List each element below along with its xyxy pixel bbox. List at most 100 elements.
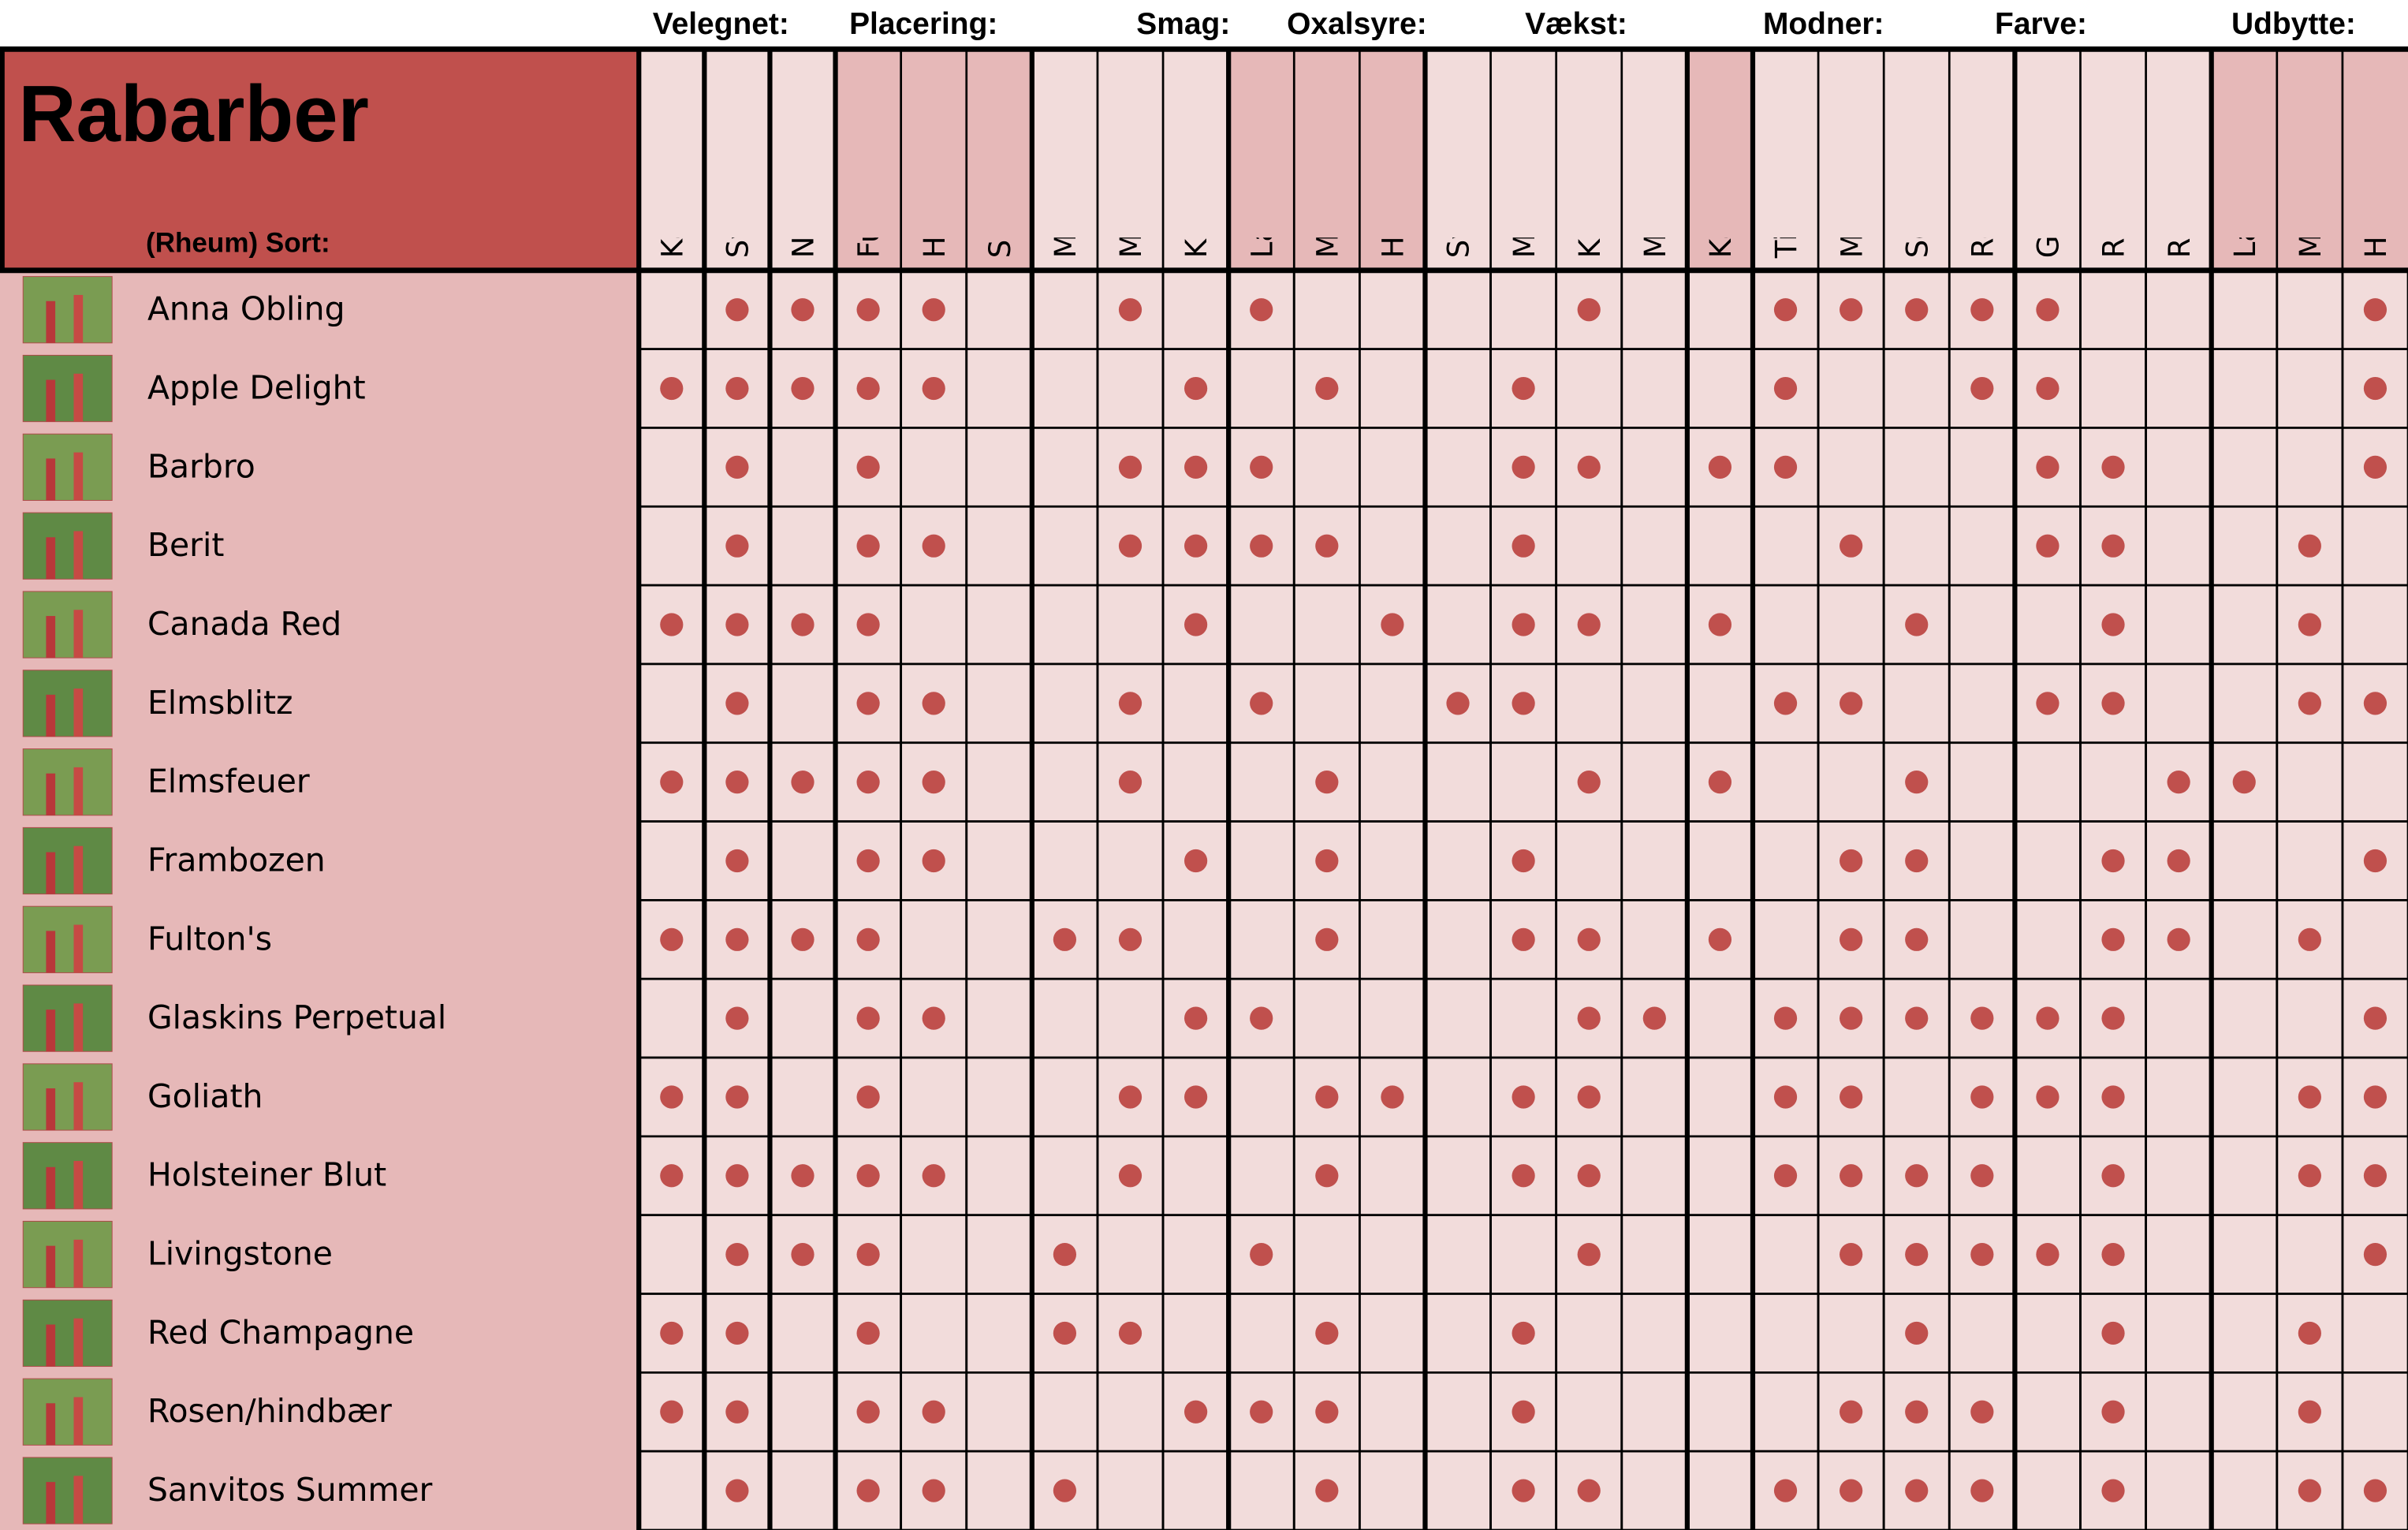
thumbnail-stalk [46, 458, 56, 501]
cell [1555, 820, 1623, 901]
cell [1620, 348, 1689, 429]
dot [1708, 613, 1732, 636]
dot [725, 455, 749, 479]
dot [1970, 1085, 1994, 1109]
dot [922, 376, 945, 401]
dot [725, 1479, 749, 1502]
thumbnail [22, 1457, 113, 1524]
cell [2341, 505, 2408, 587]
variety-name: Goliath [147, 1077, 263, 1115]
cell [1686, 348, 1754, 429]
cell [769, 1450, 837, 1530]
column-header-cell [770, 49, 836, 271]
dot [856, 771, 880, 794]
cell [1686, 1056, 1754, 1138]
dot [1512, 1479, 1535, 1502]
dot [856, 376, 880, 401]
cell [1424, 269, 1492, 350]
cell [1882, 505, 1951, 587]
cell [1359, 1214, 1426, 1295]
dot [922, 771, 945, 794]
cell [1227, 348, 1295, 429]
cell [2341, 741, 2408, 823]
dot [1250, 1400, 1273, 1424]
group-label: Oxalsyre: [1287, 7, 1427, 41]
column-header-cell [1228, 49, 1295, 271]
cell [1686, 977, 1754, 1059]
cell [2014, 741, 2082, 823]
cell [769, 820, 837, 901]
cell [965, 820, 1034, 901]
dot [2101, 1085, 2125, 1109]
thumbnail [22, 354, 113, 423]
dot [1512, 534, 1535, 558]
dot [725, 1243, 749, 1267]
dot [1970, 376, 1994, 401]
cell [2210, 427, 2279, 508]
cell [2014, 820, 2082, 901]
dot [1118, 534, 1142, 558]
cell [1096, 1450, 1165, 1530]
column-header: Rød Skræl [2097, 108, 2131, 258]
variety-name: Barbro [147, 447, 255, 485]
dot [2101, 1479, 2125, 1502]
cell [965, 505, 1034, 587]
cell [2145, 584, 2213, 666]
dot [725, 927, 749, 951]
dot [1053, 1243, 1077, 1267]
column-header-cell [1621, 49, 1687, 271]
group-label: Udbytte: [2231, 7, 2356, 41]
dot [856, 1400, 880, 1424]
dot [856, 692, 880, 715]
cell [1620, 1371, 1689, 1453]
dot [1970, 1400, 1994, 1424]
dot [1315, 1400, 1339, 1424]
dot [725, 1085, 749, 1109]
cell [1948, 427, 2016, 508]
cell [2276, 741, 2344, 823]
dot [1773, 1479, 1798, 1502]
thumbnail-stalk [46, 379, 56, 422]
dot [1577, 613, 1601, 636]
column-header-cell [2015, 49, 2081, 271]
column-header: Remonterende [1966, 43, 2000, 258]
cell [1424, 1214, 1492, 1295]
cell [637, 1214, 706, 1295]
column-header-cell [704, 49, 770, 271]
cell [1882, 348, 1951, 429]
thumbnail-stalk [46, 1088, 56, 1131]
cell [1948, 820, 2016, 901]
dot [2036, 692, 2059, 715]
cell [1882, 662, 1951, 744]
dot [2036, 534, 2059, 558]
cell [1424, 584, 1492, 666]
dot [725, 534, 749, 558]
cell [2210, 820, 2279, 901]
column-header-cell [1294, 49, 1360, 271]
thumbnail-stalk [46, 537, 56, 580]
variety-name: Sanvitos Summer [147, 1471, 433, 1509]
cell [965, 584, 1034, 666]
cell [965, 1293, 1034, 1374]
column-header: Lav [1245, 207, 1279, 258]
cell [1292, 1214, 1361, 1295]
dot [856, 613, 880, 636]
cell [900, 1293, 968, 1374]
column-header: Kager/grød [655, 96, 689, 258]
cell [1359, 977, 1426, 1059]
cell [637, 977, 706, 1059]
dot [1905, 1164, 1929, 1188]
thumbnail-stalk [46, 931, 56, 973]
dot [660, 927, 684, 951]
variety-name: Berit [147, 526, 224, 564]
cell [1620, 1450, 1689, 1530]
cell [1161, 662, 1230, 744]
dot [1970, 1479, 1994, 1502]
dot [791, 1243, 814, 1267]
column-header-cell [2080, 49, 2146, 271]
cell [2210, 269, 2279, 350]
dot [2363, 849, 2387, 873]
cell [2145, 1135, 2213, 1217]
cell [637, 1450, 706, 1530]
